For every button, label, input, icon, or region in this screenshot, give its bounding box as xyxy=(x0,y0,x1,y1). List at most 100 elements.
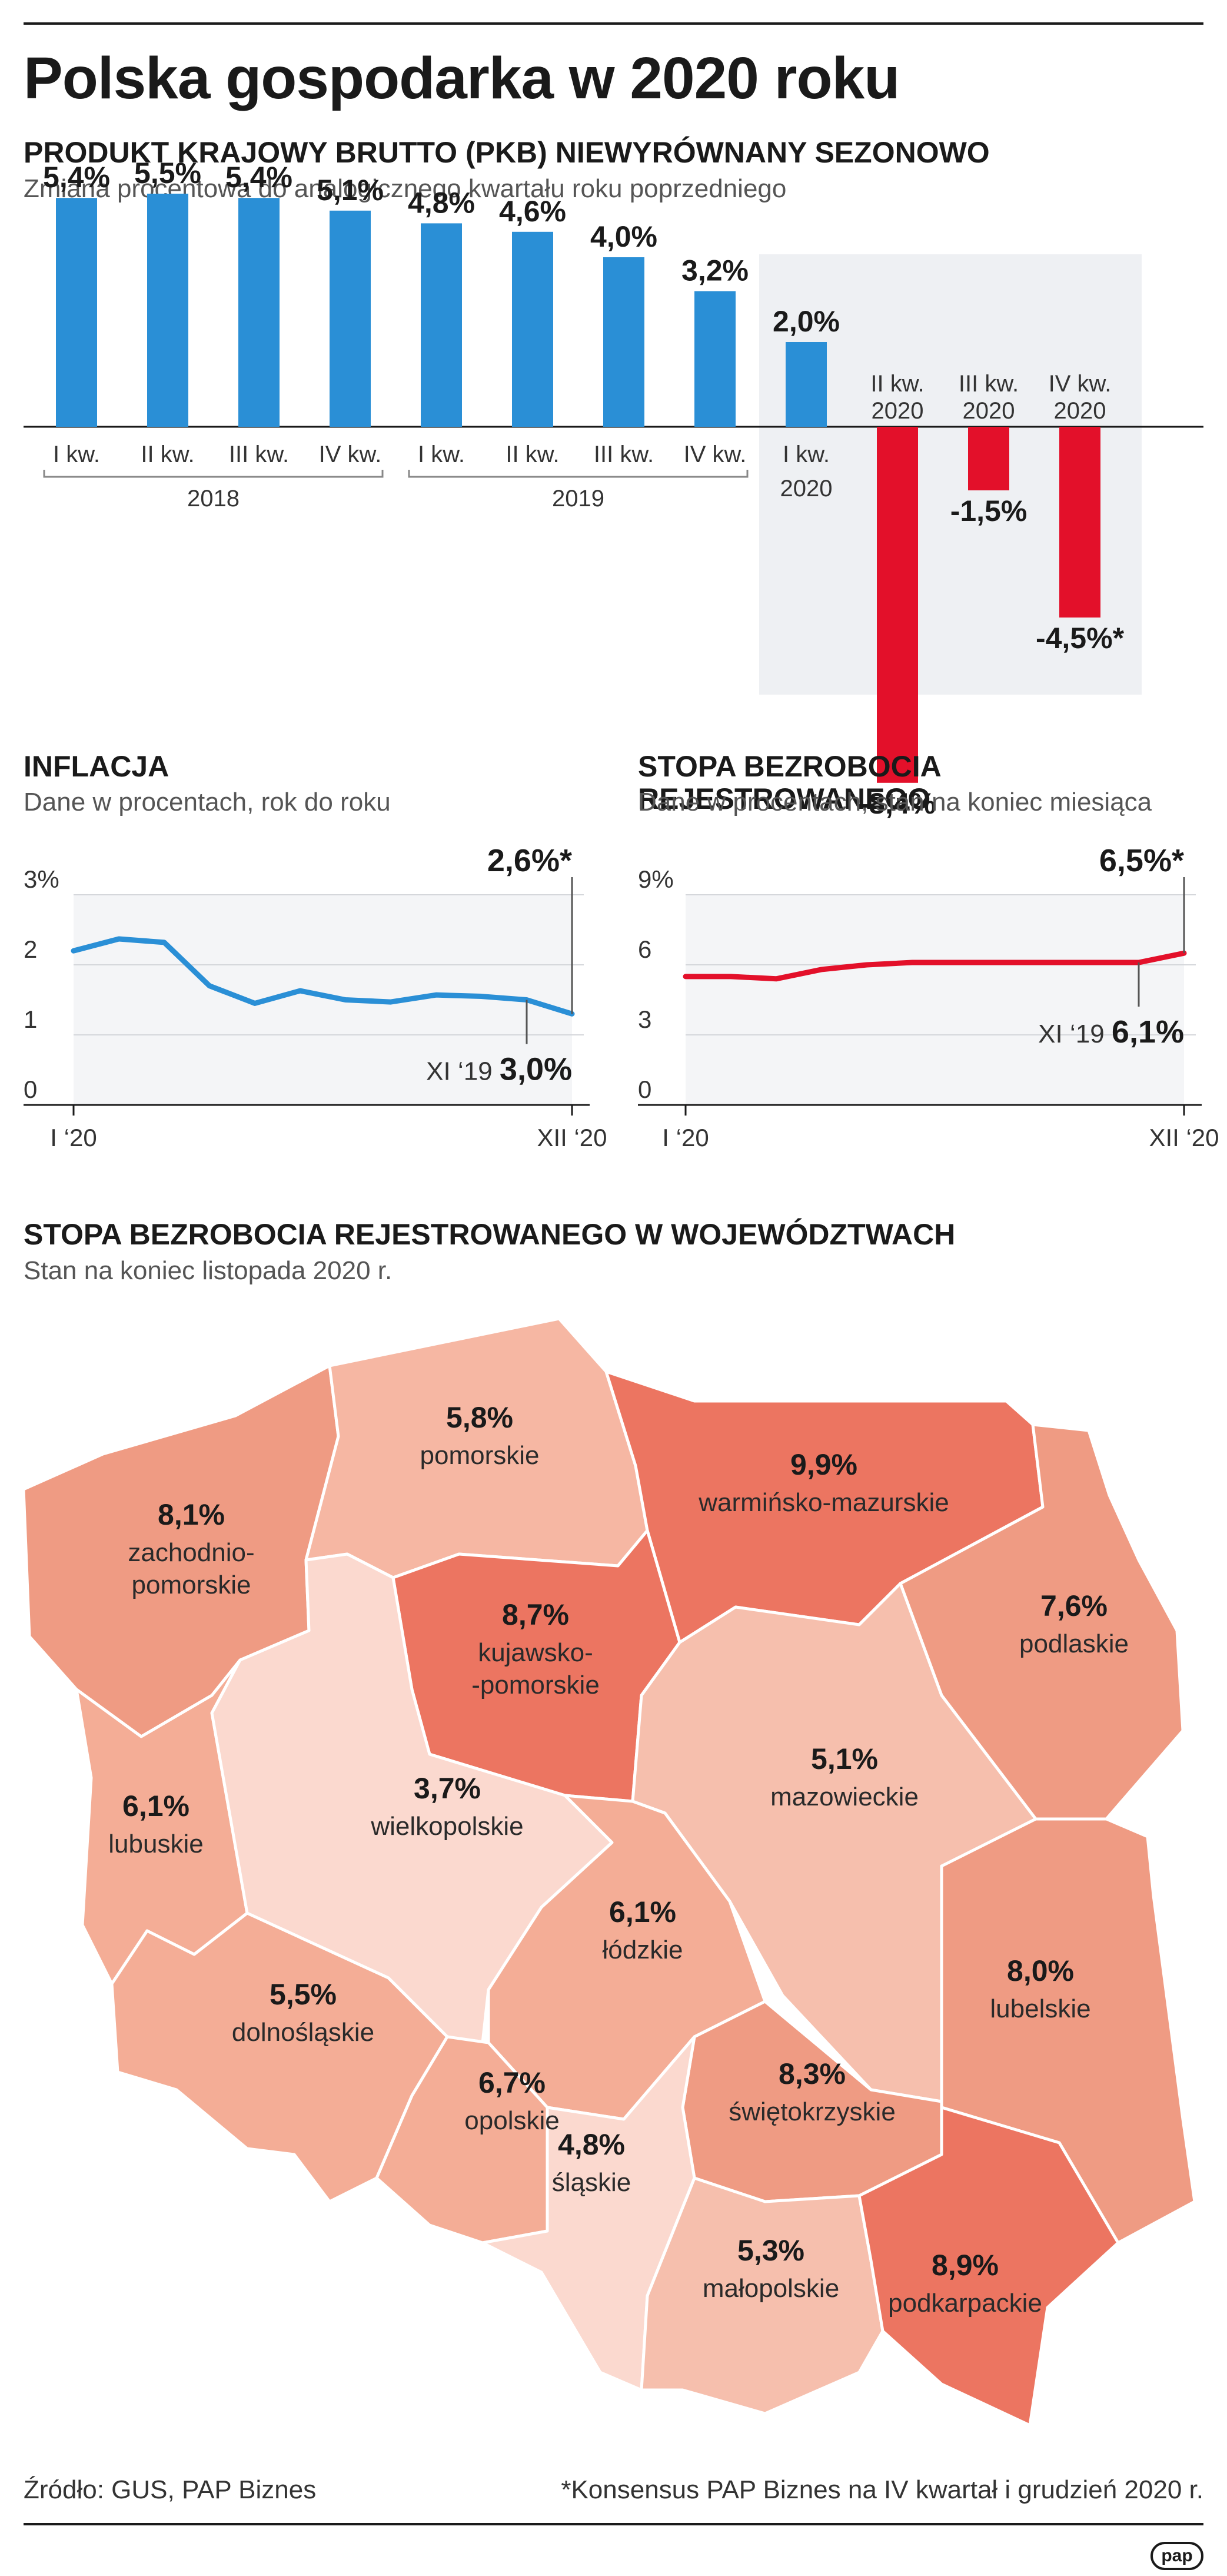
gdp-category-year: 2020 xyxy=(963,398,1015,424)
gdp-heading: PRODUKT KRAJOWY BRUTTO (PKB) NIEWYRÓWNAN… xyxy=(24,136,990,169)
region-name-label: podlaskie xyxy=(1019,1629,1129,1658)
inflation-x-tick: I ‘20 xyxy=(50,1124,97,1151)
inflation-subtitle: Dane w procentach, rok do roku xyxy=(24,788,391,816)
region-value-label: 9,9% xyxy=(790,1448,857,1481)
gdp-value-label: 4,0% xyxy=(590,220,657,253)
region-value-label: 3,7% xyxy=(414,1772,481,1805)
gdp-category-year: 2020 xyxy=(780,476,833,502)
region-value-label: 6,1% xyxy=(122,1790,189,1823)
inflation-annot-prev-prefix: XI ‘19 xyxy=(426,1057,500,1086)
region-name-label: pomorskie xyxy=(420,1441,540,1470)
gdp-category-label: IV kw. xyxy=(684,441,747,467)
regions-heading: STOPA BEZROBOCIA REJESTROWANEGO W WOJEWÓ… xyxy=(24,1218,956,1251)
region-name-label: śląskie xyxy=(552,2168,631,2197)
region-value-label: 5,5% xyxy=(270,1978,337,2011)
region-name-label: zachodnio- xyxy=(128,1538,254,1567)
unemployment-series-line xyxy=(683,950,1187,982)
inflation-annot-last: 2,6%* xyxy=(487,843,572,878)
inflation-series-line xyxy=(71,936,575,1017)
unemployment-x-tick: XII ‘20 xyxy=(1149,1124,1219,1151)
source-note: Źródło: GUS, PAP Biznes xyxy=(24,2475,317,2504)
gdp-value-label: 5,4% xyxy=(43,161,110,194)
unemployment-annot-prev-value: 6,1% xyxy=(1112,1014,1184,1050)
unemployment-annot-prev-prefix: XI ‘19 xyxy=(1038,1020,1112,1048)
inflation-heading: INFLACJA xyxy=(24,750,169,783)
pap-logo: pap xyxy=(1150,2542,1203,2570)
gdp-value-label: 4,6% xyxy=(499,195,566,228)
unemployment-y-tick: 0 xyxy=(638,1075,651,1103)
region-name-label: mazowieckie xyxy=(770,1782,919,1811)
unemployment-annot-prev: XI ‘19 6,1% xyxy=(1038,1014,1184,1050)
region-name-label: lubuskie xyxy=(108,1830,203,1858)
unemployment-y-tick: 9% xyxy=(638,865,674,893)
gdp-value-label: 5,1% xyxy=(317,174,384,207)
gdp-value-label: 5,5% xyxy=(134,157,201,190)
gdp-value-label: 5,4% xyxy=(225,161,292,194)
unemployment-subtitle: Dane w procentach, stan na koniec miesią… xyxy=(638,788,1152,816)
region-name-label: opolskie xyxy=(464,2106,559,2135)
gdp-category-label: I kw. xyxy=(783,441,830,467)
inflation-line-chart: 0 1 2 3% I ‘20 XII ‘20 2,6%* XI ‘19 3,0% xyxy=(24,843,607,1151)
region-name-label: -pomorskie xyxy=(471,1671,600,1699)
page-title: Polska gospodarka w 2020 roku xyxy=(24,45,900,111)
gdp-value-label: 4,8% xyxy=(408,186,475,219)
gdp-bar xyxy=(1059,427,1100,618)
gdp-value-label: 2,0% xyxy=(773,305,840,338)
region-value-label: 8,7% xyxy=(502,1598,569,1631)
unemployment-y-tick: 3 xyxy=(638,1005,651,1033)
regions-subtitle: Stan na koniec listopada 2020 r. xyxy=(24,1256,393,1285)
region-name-label: małopolskie xyxy=(703,2274,839,2303)
gdp-value-label: -8,4% xyxy=(859,787,936,820)
gdp-value-label: -1,5% xyxy=(950,494,1028,527)
region-name-label: świętokrzyskie xyxy=(729,2097,896,2126)
gdp-category-label: III kw. xyxy=(229,441,289,467)
gdp-category-label: II kw. xyxy=(141,441,194,467)
region-name-label: podkarpackie xyxy=(888,2289,1042,2318)
region-value-label: 5,3% xyxy=(737,2234,804,2267)
region-value-label: 4,8% xyxy=(558,2128,625,2161)
gdp-category-label: II kw. xyxy=(870,371,924,397)
gdp-bar xyxy=(603,257,644,427)
bottom-rule xyxy=(24,2523,1203,2525)
gdp-category-label: III kw. xyxy=(594,441,654,467)
region-value-label: 8,3% xyxy=(779,2057,846,2090)
gdp-bar xyxy=(968,427,1009,490)
region-name-label: warmińsko-mazurskie xyxy=(698,1488,949,1517)
footnote: *Konsensus PAP Biznes na IV kwartał i gr… xyxy=(561,2475,1203,2504)
inflation-y-tick: 2 xyxy=(24,935,37,963)
region-value-label: 5,1% xyxy=(811,1742,878,1775)
unemployment-line-chart: 0 3 6 9% I ‘20 XII ‘20 6,5%* XI ‘19 6,1% xyxy=(638,843,1219,1151)
region-value-label: 7,6% xyxy=(1040,1589,1108,1622)
region-name-label: kujawsko- xyxy=(478,1638,593,1667)
inflation-annot-prev: XI ‘19 3,0% xyxy=(426,1052,572,1087)
region-malopolskie xyxy=(640,2176,884,2415)
inflation-annot-prev-value: 3,0% xyxy=(500,1052,572,1087)
unemployment-annot-last: 6,5%* xyxy=(1099,843,1184,878)
region-lubelskie xyxy=(940,1817,1196,2245)
unemployment-y-tick: 6 xyxy=(638,935,651,963)
gdp-category-label: I kw. xyxy=(53,441,100,467)
gdp-bar xyxy=(56,198,97,427)
gdp-bar-chart: 5,4% I kw. 5,5% II kw. 5,4% III kw. 5,1% IV kw.… xyxy=(24,157,1203,820)
unemployment-x-tick: I ‘20 xyxy=(662,1124,709,1151)
inflation-y-tick: 1 xyxy=(24,1005,37,1033)
gdp-category-year: 2020 xyxy=(1054,398,1106,424)
inflation-plot-bg xyxy=(74,895,572,1105)
gdp-bar xyxy=(877,427,918,783)
region-value-label: 8,9% xyxy=(932,2249,999,2282)
gdp-year-label: 2019 xyxy=(552,486,604,512)
region-name-label: dolnośląskie xyxy=(232,2018,374,2047)
gdp-category-label: II kw. xyxy=(506,441,559,467)
gdp-category-label: IV kw. xyxy=(319,441,382,467)
top-rule xyxy=(24,22,1203,25)
region-dolnoslaskie xyxy=(110,1911,449,2203)
region-value-label: 6,1% xyxy=(609,1896,676,1928)
gdp-year-bracket xyxy=(408,470,749,478)
gdp-bar xyxy=(421,223,462,427)
gdp-bar xyxy=(786,342,827,427)
unemployment-heading: STOPA BEZROBOCIA REJESTROWANEGO xyxy=(638,750,940,815)
region-name-label: lubelskie xyxy=(990,1994,1090,2023)
gdp-bar xyxy=(238,198,280,427)
region-name-label: łódzkie xyxy=(603,1936,683,1964)
